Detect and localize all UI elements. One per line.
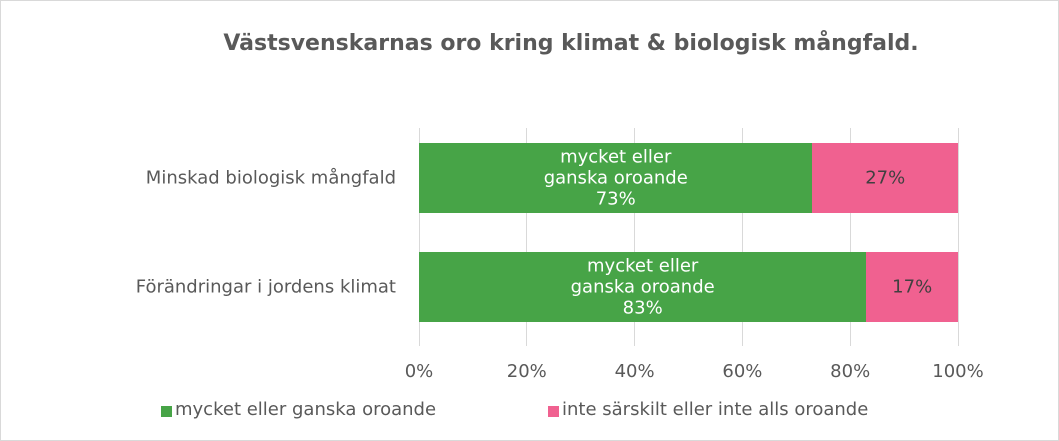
bar: [419, 251, 867, 322]
bar: [419, 142, 813, 213]
x-tick-label: 60%: [722, 361, 763, 382]
grid-line: [957, 128, 959, 346]
grid-line: [526, 128, 528, 346]
category-label: Minskad biologisk mångfald: [145, 167, 396, 188]
chart-title: Västsvenskarnas oro kring klimat & biolo…: [223, 31, 919, 56]
x-tick-label: 80%: [830, 361, 871, 382]
data-label: 27%: [865, 167, 906, 188]
grid-line: [634, 128, 636, 346]
category-label: Förändringar i jordens klimat: [135, 276, 396, 297]
legend-swatch: [161, 406, 172, 417]
data-label: mycket eller ganska oroande 73%: [543, 146, 688, 209]
legend-swatch: [548, 406, 559, 417]
legend-label: inte särskilt eller inte alls oroande: [562, 399, 869, 420]
bar: [812, 142, 958, 213]
data-label: mycket eller ganska oroande 83%: [570, 255, 715, 318]
grid-line: [849, 128, 851, 346]
grid-line: [418, 128, 420, 346]
grid-line: [741, 128, 743, 346]
x-tick-label: 0%: [404, 361, 434, 382]
data-label: 17%: [892, 276, 933, 297]
x-tick-label: 40%: [614, 361, 655, 382]
x-tick-label: 20%: [506, 361, 547, 382]
x-tick-label: 100%: [932, 361, 984, 382]
legend-label: mycket eller ganska oroande: [175, 399, 437, 420]
bar: [866, 251, 958, 322]
